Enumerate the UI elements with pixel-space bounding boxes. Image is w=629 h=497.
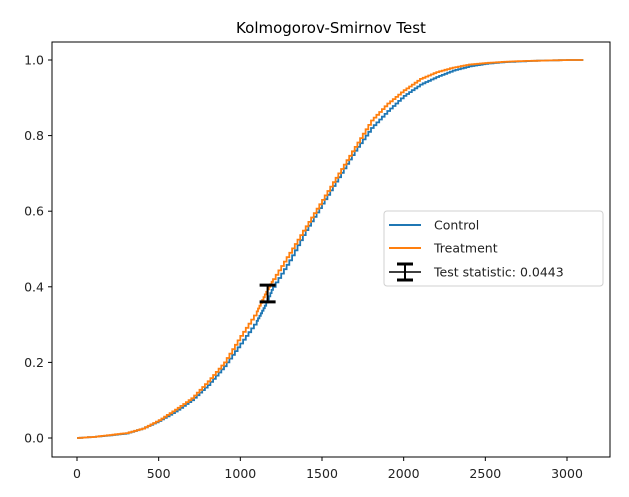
test-statistic-errorbar <box>259 283 276 304</box>
x-tick-label: 2000 <box>388 466 420 481</box>
x-tick-label: 1500 <box>306 466 338 481</box>
y-axis-ticks: 0.0 0.2 0.4 0.6 0.8 1.0 <box>24 53 52 446</box>
legend-box <box>383 210 604 287</box>
legend: Control Treatment Test statistic: 0.0443 <box>383 210 604 287</box>
x-tick-label: 500 <box>147 466 171 481</box>
y-tick-label: 0.2 <box>24 355 44 370</box>
y-tick-label: 0.8 <box>24 128 44 143</box>
x-tick-label: 3000 <box>551 466 583 481</box>
x-tick-label: 0 <box>73 466 81 481</box>
y-tick-label: 0.0 <box>24 431 44 446</box>
series-layer <box>77 59 584 439</box>
errorbar-legend-icon <box>389 262 421 282</box>
legend-treatment-label: Treatment <box>433 241 498 256</box>
legend-control-label: Control <box>434 218 479 233</box>
y-tick-label: 0.4 <box>24 279 44 294</box>
plot-area <box>77 59 584 439</box>
x-tick-label: 2500 <box>469 466 501 481</box>
chart-title: Kolmogorov-Smirnov Test <box>236 19 426 37</box>
treatment-ecdf-line <box>77 59 584 439</box>
x-tick-label: 1000 <box>224 466 256 481</box>
y-tick-label: 0.6 <box>24 204 44 219</box>
x-axis-ticks: 0 500 1000 1500 2000 2500 3000 <box>73 457 583 481</box>
axes-frame <box>51 41 611 458</box>
legend-test-statistic-label: Test statistic: 0.0443 <box>433 265 564 280</box>
y-tick-label: 1.0 <box>24 53 44 68</box>
